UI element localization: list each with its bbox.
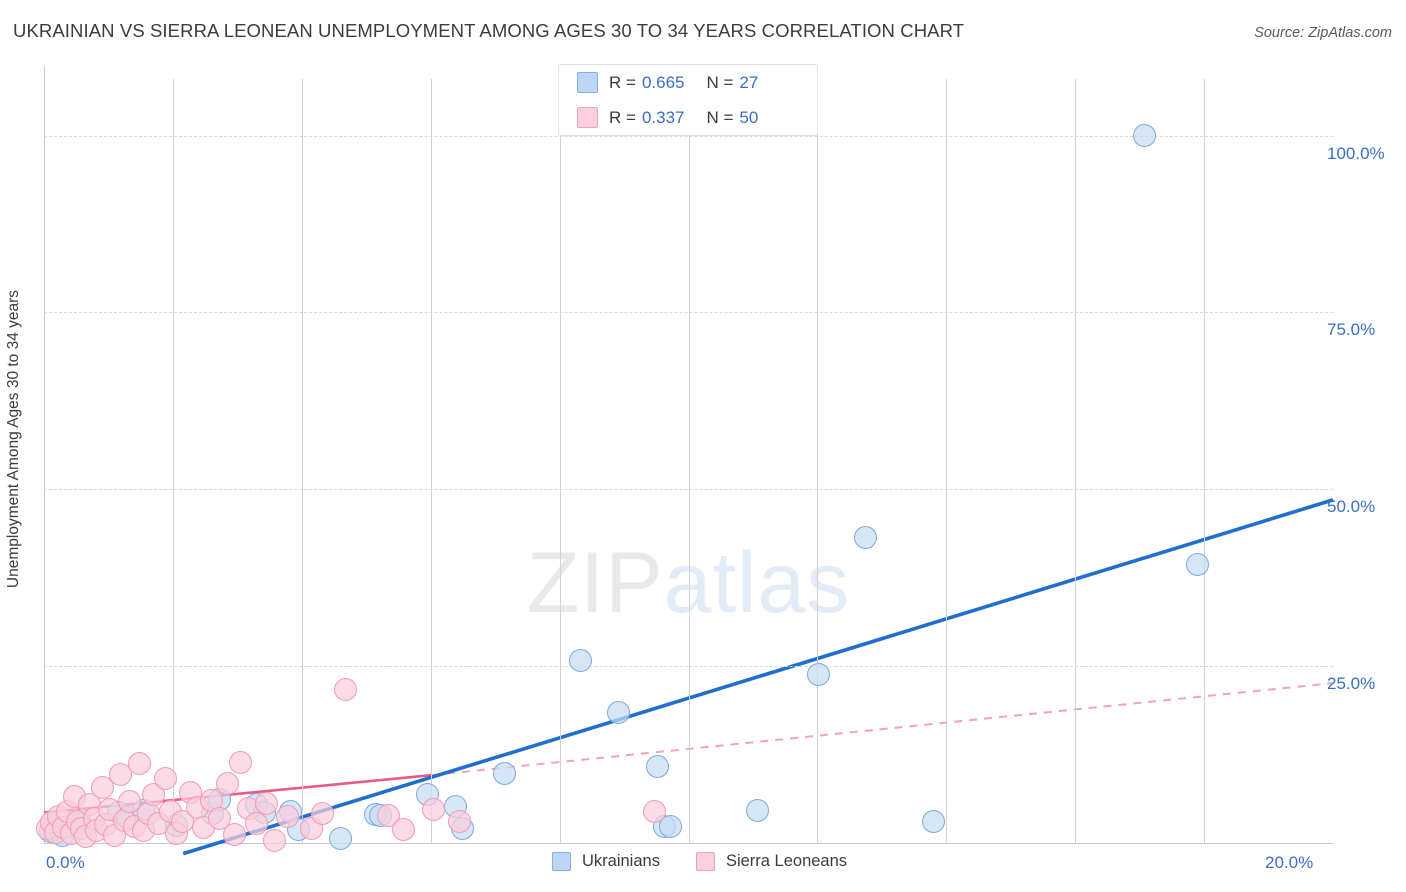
n-value-ukrainians: 27 [739, 72, 759, 92]
series-swatch-sierra-leoneans [695, 852, 715, 871]
scatter-point[interactable] [328, 826, 352, 850]
scatter-point[interactable] [646, 755, 670, 779]
stats-legend: R = 0.665 N = 27 R = 0.337 N = 50 [558, 64, 818, 136]
scatter-point[interactable] [493, 762, 517, 786]
trend-line-sierra-leoneans-dashed [431, 682, 1334, 777]
scatter-point[interactable] [127, 751, 151, 775]
scatter-point[interactable] [216, 772, 240, 796]
y-axis-tick-label: 25.0% [1327, 674, 1376, 694]
scatter-point[interactable] [745, 798, 769, 822]
y-axis-line [44, 66, 45, 843]
r-label-sierra-leoneans: R = [609, 107, 636, 127]
scatter-point[interactable] [422, 798, 446, 822]
scatter-point[interactable] [854, 525, 878, 549]
series-legend: Ukrainians Sierra Leoneans [552, 852, 883, 871]
scatter-point[interactable] [310, 801, 334, 825]
plot-area: ZIPatlas [35, 79, 1334, 856]
scatter-point[interactable] [334, 677, 358, 701]
legend-swatch-sierra-leoneans [577, 107, 598, 128]
scatter-point[interactable] [643, 799, 667, 823]
scatter-point[interactable] [263, 828, 287, 852]
scatter-point[interactable] [245, 811, 269, 835]
n-label-sierra-leoneans: N = [706, 107, 734, 127]
x-axis-tick [817, 79, 819, 843]
x-axis-line [44, 843, 1333, 844]
scatter-point[interactable] [568, 648, 592, 672]
y-axis-tick-label: 50.0% [1327, 497, 1376, 517]
x-axis-tick [301, 79, 303, 843]
scatter-point[interactable] [921, 810, 945, 834]
x-axis-tick-label-max: 20.0% [1265, 853, 1314, 872]
scatter-point[interactable] [807, 663, 831, 687]
scatter-point[interactable] [222, 823, 246, 846]
scatter-point[interactable] [392, 818, 416, 842]
series-legend-item-sierra-leoneans[interactable]: Sierra Leoneans [695, 852, 848, 871]
scatter-point[interactable] [254, 791, 278, 815]
y-axis-tick-label: 100.0% [1327, 143, 1385, 163]
series-swatch-ukrainians [552, 852, 571, 871]
scatter-point[interactable] [108, 762, 132, 786]
stats-legend-row-ukrainians: R = 0.665 N = 27 [559, 65, 817, 100]
legend-swatch-ukrainians [577, 72, 598, 93]
scatter-point[interactable] [153, 767, 177, 791]
r-label-ukrainians: R = [609, 72, 636, 92]
scatter-point[interactable] [658, 815, 682, 839]
x-axis-tick [946, 79, 948, 843]
scatter-point[interactable] [90, 775, 114, 799]
page-title: UKRAINIAN VS SIERRA LEONEAN UNEMPLOYMENT… [13, 20, 965, 41]
scatter-point[interactable] [1132, 124, 1156, 148]
n-label-ukrainians: N = [706, 72, 734, 92]
series-label-ukrainians: Ukrainians [582, 852, 660, 870]
series-legend-item-ukrainians[interactable]: Ukrainians [552, 852, 660, 871]
r-value-sierra-leoneans: 0.337 [641, 107, 685, 127]
scatter-point[interactable] [207, 806, 231, 830]
x-axis-tick [559, 79, 561, 843]
x-axis-tick-label-min: 0.0% [46, 853, 85, 872]
source-attribution: Source: ZipAtlas.com [1254, 25, 1392, 41]
x-axis-tick [430, 79, 432, 843]
y-axis-tick-label: 75.0% [1327, 320, 1376, 340]
x-axis-tick [1204, 79, 1206, 843]
scatter-point[interactable] [448, 810, 472, 834]
stats-legend-row-sierra-leoneans: R = 0.337 N = 50 [559, 100, 817, 135]
scatter-point[interactable] [229, 750, 253, 774]
x-axis-tick [172, 79, 174, 843]
trend-line-ukrainians [182, 498, 1334, 856]
scatter-point[interactable] [607, 700, 631, 724]
x-axis-tick [1075, 79, 1077, 843]
series-label-sierra-leoneans: Sierra Leoneans [725, 852, 848, 870]
y-axis-title: Unemployment Among Ages 30 to 34 years [5, 289, 22, 589]
scatter-point[interactable] [276, 804, 300, 828]
r-value-ukrainians: 0.665 [641, 72, 685, 92]
scatter-point[interactable] [1186, 553, 1210, 577]
scatter-point[interactable] [118, 789, 142, 813]
n-value-sierra-leoneans: 50 [739, 107, 759, 127]
x-axis-tick [688, 79, 690, 843]
